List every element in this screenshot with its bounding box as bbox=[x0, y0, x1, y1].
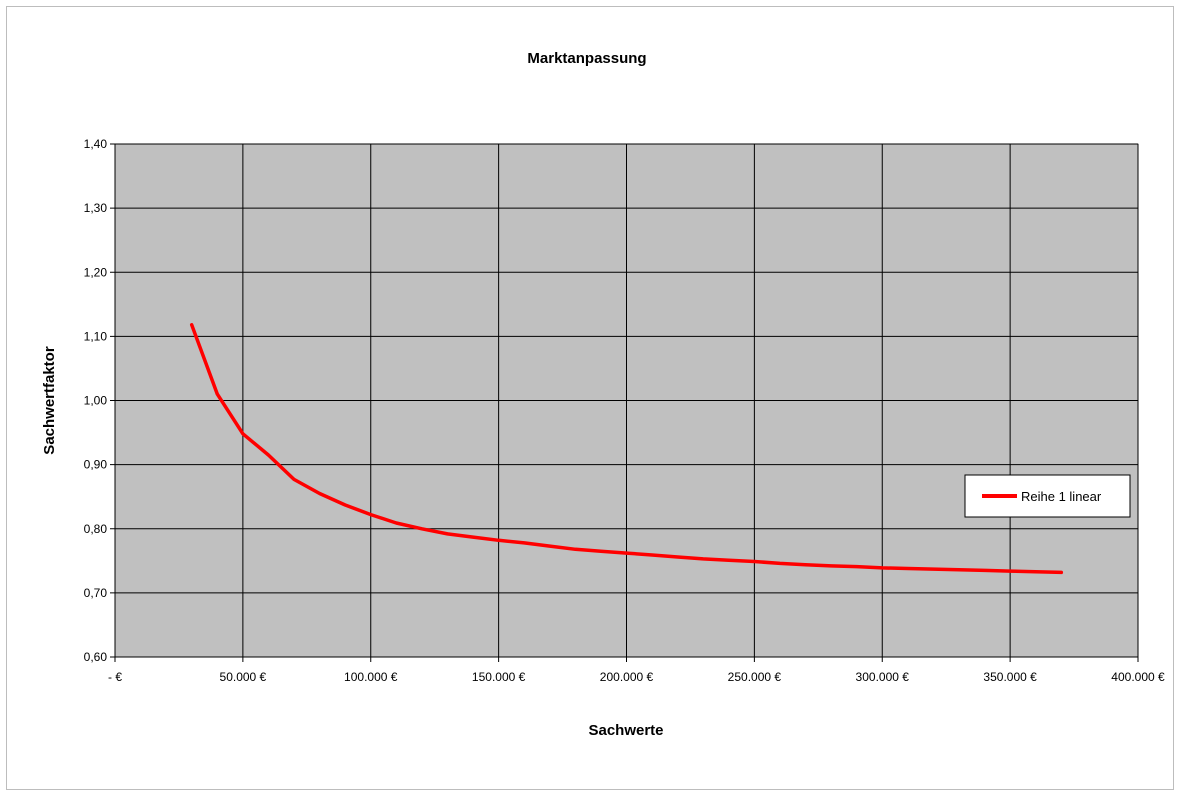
y-axis-ticks: 0,60 0,70 0,80 0,90 1,00 1,10 1,20 1,30 1,40 bbox=[84, 137, 115, 664]
x-tick-label: 350.000 € bbox=[983, 670, 1037, 684]
legend-label: Reihe 1 linear bbox=[1021, 489, 1102, 504]
y-tick-label: 0,70 bbox=[84, 586, 108, 600]
x-tick-label: 250.000 € bbox=[728, 670, 782, 684]
chart-container: - € 50.000 € 100.000 € 150.000 € 200.000 € 25… bbox=[6, 6, 1174, 790]
y-tick-label: 1,10 bbox=[84, 329, 108, 343]
y-axis-title: Sachwertfaktor bbox=[41, 346, 58, 455]
y-tick-label: 1,30 bbox=[84, 201, 108, 215]
x-tick-label: 100.000 € bbox=[344, 670, 398, 684]
x-tick-label: - € bbox=[108, 670, 122, 684]
y-tick-label: 0,90 bbox=[84, 458, 108, 472]
x-tick-label: 400.000 € bbox=[1111, 670, 1165, 684]
x-axis-title: Sachwerte bbox=[588, 722, 663, 739]
y-tick-label: 1,00 bbox=[84, 394, 108, 408]
x-axis-ticks: - € 50.000 € 100.000 € 150.000 € 200.000 € 25… bbox=[108, 657, 1165, 684]
chart-svg: - € 50.000 € 100.000 € 150.000 € 200.000 € 25… bbox=[41, 50, 1165, 739]
chart-title: Marktanpassung bbox=[527, 50, 646, 67]
y-tick-label: 1,20 bbox=[84, 265, 108, 279]
y-tick-label: 0,60 bbox=[84, 650, 108, 664]
series-line bbox=[189, 323, 1064, 575]
y-tick-label: 1,40 bbox=[84, 137, 108, 151]
legend: Reihe 1 linear bbox=[964, 474, 1131, 518]
y-tick-label: 0,80 bbox=[84, 522, 108, 536]
x-tick-label: 300.000 € bbox=[856, 670, 910, 684]
x-tick-label: 50.000 € bbox=[220, 670, 267, 684]
x-tick-label: 200.000 € bbox=[600, 670, 654, 684]
x-tick-label: 150.000 € bbox=[472, 670, 526, 684]
series-group bbox=[189, 323, 1064, 575]
